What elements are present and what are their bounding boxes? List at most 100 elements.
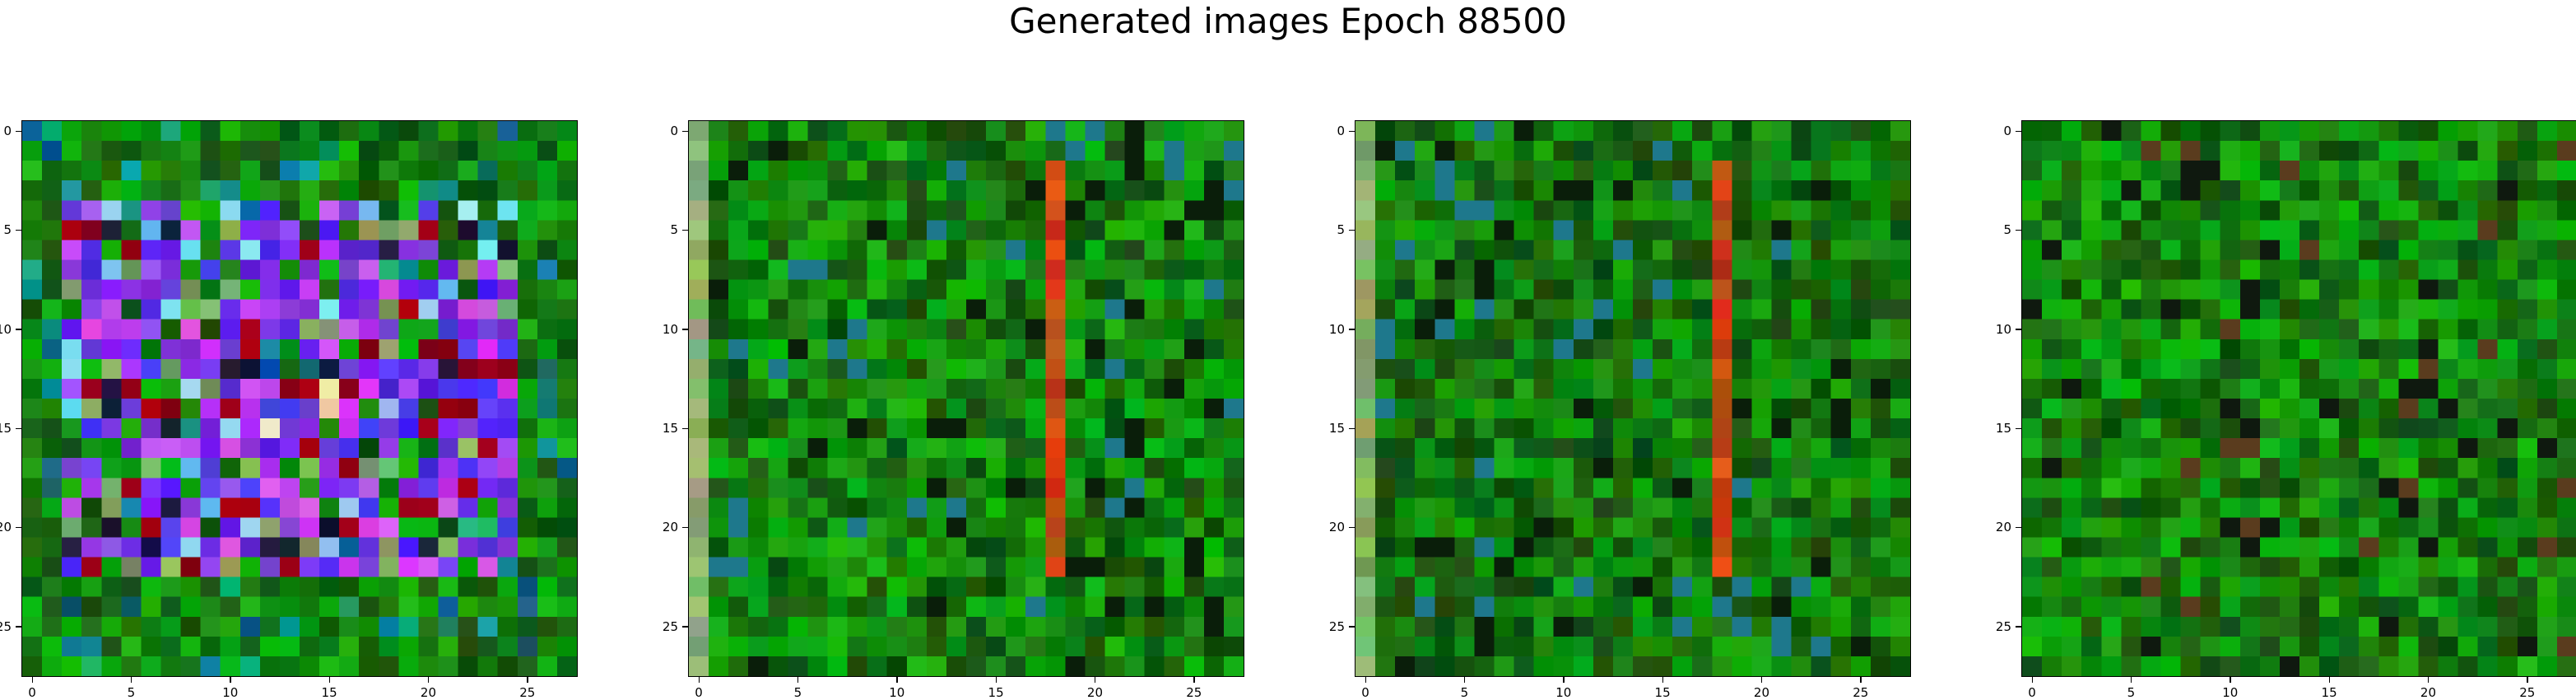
generated-image-1	[21, 120, 578, 677]
x-tick-mark	[2130, 677, 2132, 683]
generated-image-panel-3: 0 0 5 5 10 10 15 15 20 20 25 25	[1329, 120, 1911, 700]
y-tick-label: 10	[1995, 321, 2011, 337]
x-tick-label: 15	[988, 685, 1004, 700]
x-tick-label: 15	[2321, 685, 2337, 700]
y-tick-label: 0	[670, 124, 678, 139]
x-tick-label: 15	[1654, 685, 1671, 700]
y-tick-label: 10	[0, 321, 12, 337]
x-tick-label: 10	[2222, 685, 2239, 700]
generated-image-2	[688, 120, 1244, 677]
x-tick-mark	[698, 677, 700, 683]
y-tick-label: 20	[1995, 520, 2011, 535]
y-tick-mark	[682, 329, 688, 330]
y-tick-mark	[1349, 329, 1355, 330]
y-tick-label: 25	[1328, 618, 1345, 634]
x-tick-mark	[1760, 677, 1763, 683]
y-tick-mark	[682, 526, 688, 529]
x-tick-label: 5	[2127, 685, 2136, 700]
y-tick-label: 20	[0, 520, 12, 535]
x-tick-mark	[130, 677, 133, 683]
generated-image-panel-4: 0 0 5 5 10 10 15 15 20 20 25 25	[1996, 120, 2576, 700]
x-tick-label: 10	[222, 685, 239, 700]
y-tick-mark	[16, 130, 21, 133]
y-tick-mark	[682, 130, 688, 133]
y-tick-mark	[1349, 427, 1355, 430]
y-tick-label: 15	[662, 421, 678, 436]
x-tick-mark	[896, 677, 898, 683]
x-tick-mark	[427, 677, 430, 683]
x-tick-label: 20	[420, 685, 436, 700]
x-tick-mark	[1662, 677, 1664, 683]
x-tick-mark	[31, 677, 34, 683]
x-tick-mark	[1463, 677, 1466, 683]
y-tick-mark	[2016, 229, 2021, 231]
x-tick-mark	[1563, 677, 1565, 683]
y-tick-label: 0	[3, 124, 12, 139]
x-tick-label: 0	[1361, 685, 1369, 700]
x-tick-mark	[328, 677, 331, 683]
y-tick-mark	[2016, 130, 2021, 133]
x-tick-mark	[230, 677, 231, 683]
x-tick-label: 0	[2028, 685, 2036, 700]
y-tick-label: 10	[1328, 321, 1345, 337]
y-tick-label: 20	[1328, 520, 1345, 535]
y-tick-mark	[1349, 229, 1355, 231]
x-tick-mark	[1094, 677, 1096, 683]
y-tick-mark	[16, 329, 21, 330]
y-tick-mark	[682, 229, 688, 231]
y-tick-label: 0	[2003, 124, 2011, 139]
y-tick-label: 20	[662, 520, 678, 535]
y-tick-mark	[16, 526, 21, 529]
y-tick-label: 5	[1337, 222, 1345, 238]
x-tick-mark	[2427, 677, 2430, 683]
generated-image-3	[1355, 120, 1911, 677]
x-tick-label: 20	[1753, 685, 1769, 700]
x-tick-label: 0	[695, 685, 703, 700]
x-tick-mark	[527, 677, 528, 683]
x-tick-label: 25	[1853, 685, 1869, 700]
y-tick-mark	[16, 427, 21, 430]
y-tick-label: 25	[0, 618, 12, 634]
y-tick-label: 15	[1328, 421, 1345, 436]
x-tick-label: 5	[127, 685, 136, 700]
x-tick-label: 10	[1555, 685, 1572, 700]
y-tick-mark	[1349, 626, 1355, 628]
y-tick-mark	[1349, 130, 1355, 133]
y-tick-mark	[1349, 526, 1355, 529]
x-tick-mark	[797, 677, 799, 683]
x-tick-label: 25	[519, 685, 536, 700]
generated-image-panel-1: 0 0 5 5 10 10 15 15 20 20 25 25	[0, 120, 578, 700]
y-tick-mark	[16, 229, 21, 231]
x-tick-label: 25	[2519, 685, 2536, 700]
x-tick-mark	[1860, 677, 1862, 683]
x-tick-mark	[1193, 677, 1195, 683]
y-tick-label: 0	[1337, 124, 1345, 139]
figure-title: Generated images Epoch 88500	[1009, 1, 1567, 41]
x-tick-mark	[2031, 677, 2034, 683]
y-tick-mark	[16, 626, 21, 628]
y-tick-mark	[682, 626, 688, 628]
x-tick-label: 5	[1460, 685, 1469, 700]
y-tick-label: 5	[2003, 222, 2011, 238]
x-tick-label: 0	[28, 685, 36, 700]
y-tick-mark	[2016, 427, 2021, 430]
x-tick-mark	[1365, 677, 1367, 683]
y-tick-label: 25	[1995, 618, 2011, 634]
y-tick-mark	[2016, 329, 2021, 330]
y-tick-label: 15	[0, 421, 12, 436]
x-tick-mark	[2230, 677, 2231, 683]
y-tick-label: 25	[662, 618, 678, 634]
x-tick-label: 20	[2420, 685, 2436, 700]
x-tick-label: 10	[889, 685, 905, 700]
x-tick-label: 20	[1086, 685, 1103, 700]
y-tick-label: 10	[662, 321, 678, 337]
x-tick-label: 25	[1186, 685, 1202, 700]
x-tick-label: 15	[321, 685, 337, 700]
y-tick-label: 5	[3, 222, 12, 238]
x-tick-label: 5	[793, 685, 802, 700]
y-tick-label: 5	[670, 222, 678, 238]
x-tick-mark	[2328, 677, 2331, 683]
y-tick-mark	[2016, 626, 2021, 628]
y-tick-label: 15	[1995, 421, 2011, 436]
y-tick-mark	[2016, 526, 2021, 529]
